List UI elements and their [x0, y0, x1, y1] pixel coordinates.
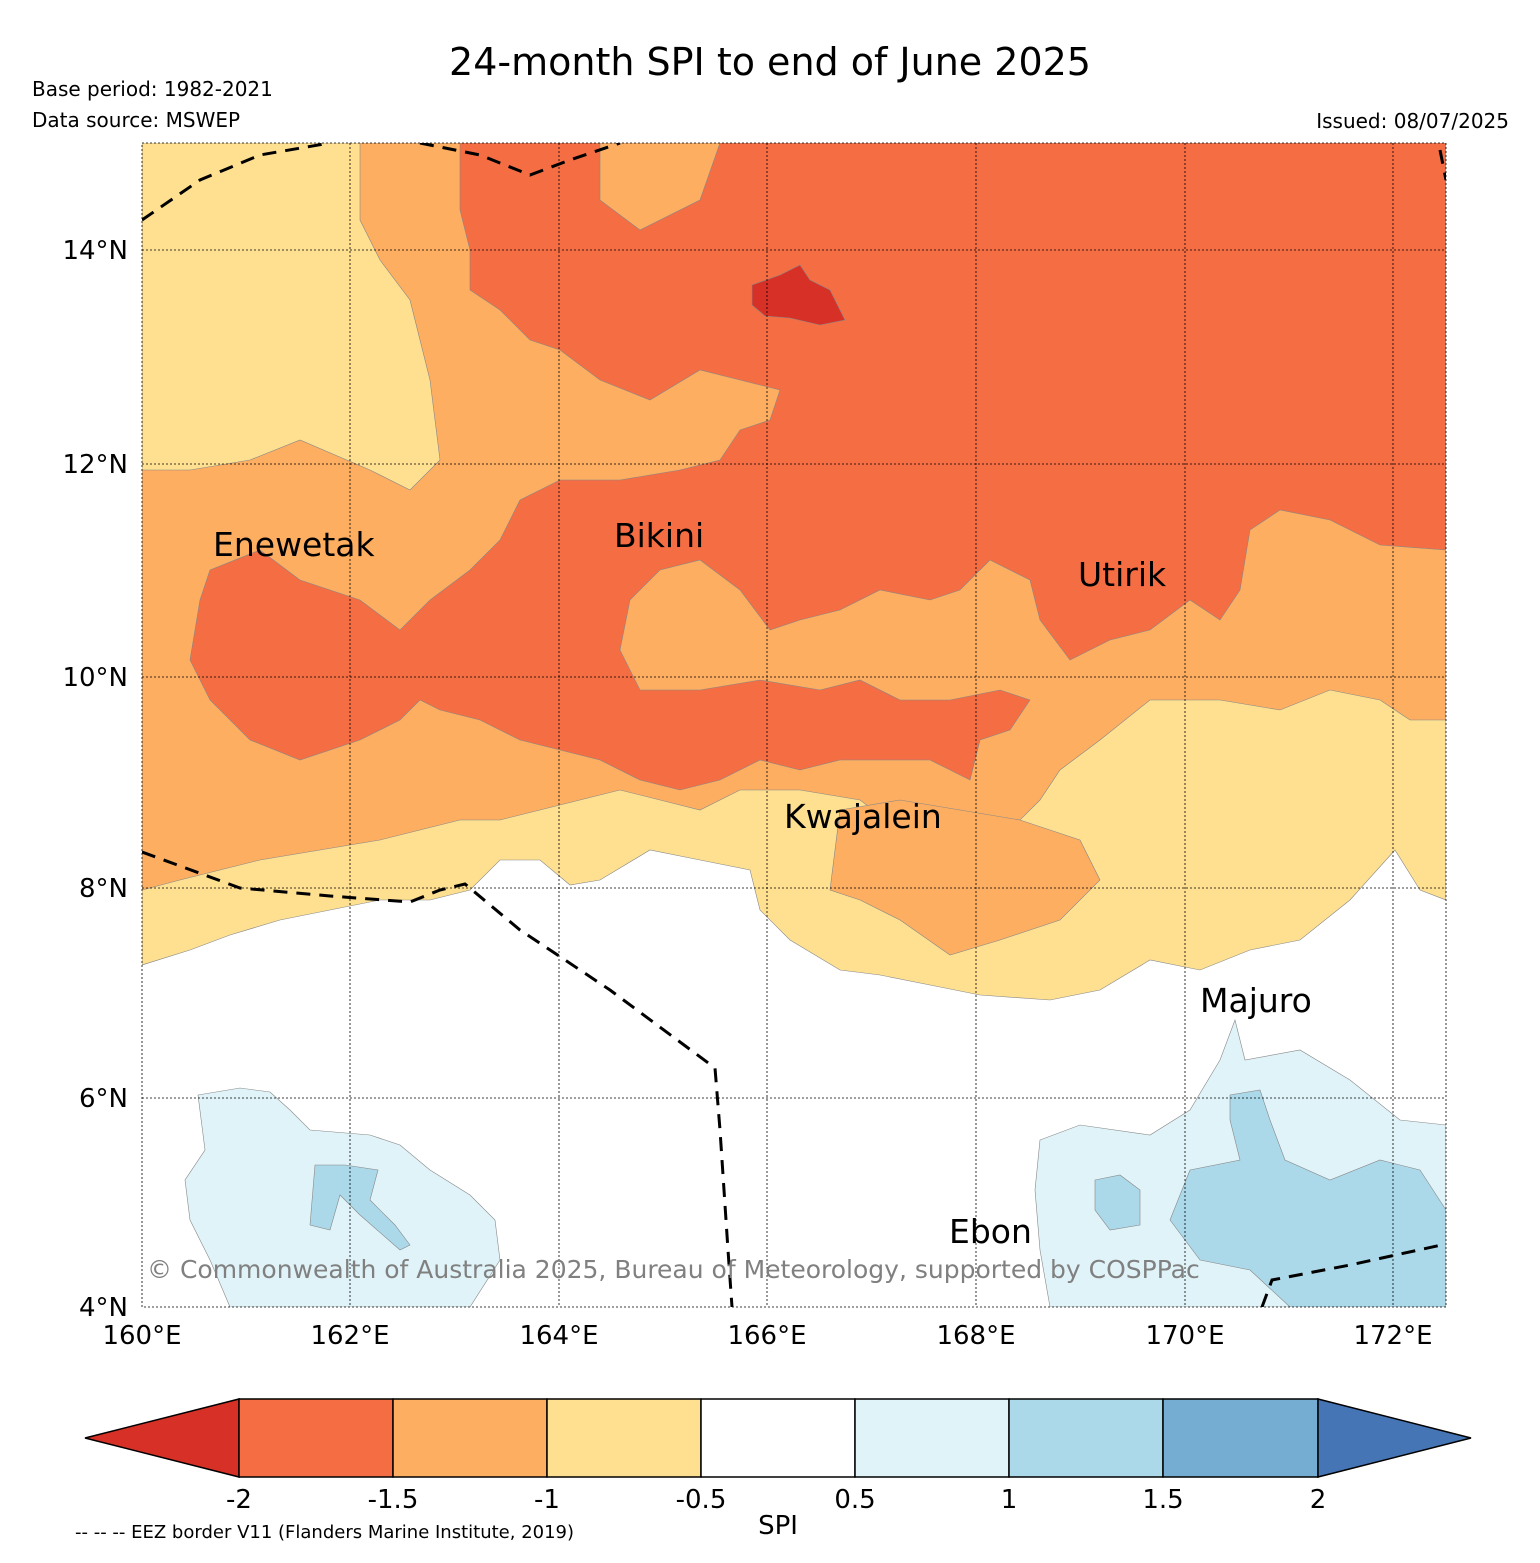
spi-region-orange	[189, 143, 1446, 791]
lat-tick-10n: 10°N	[62, 663, 128, 693]
map-title: 24-month SPI to end of June 2025	[449, 40, 1091, 84]
lat-tick-14n: 14°N	[62, 236, 128, 266]
lon-tick-172e: 172°E	[1353, 1321, 1432, 1351]
colorbar-segment-0	[84, 1398, 240, 1478]
colorbar-segment-8	[1317, 1398, 1472, 1478]
place-label-ebon: Ebon	[949, 1212, 1032, 1251]
eez-border	[142, 143, 1446, 1307]
eez-border-note: -- -- -- EEZ border V11 (Flanders Marine…	[75, 1522, 575, 1543]
gridlines	[142, 143, 1446, 1307]
map-frame	[141, 142, 1447, 1308]
colorbar-tick: -2	[226, 1485, 252, 1515]
lon-tick-166e: 166°E	[727, 1321, 806, 1351]
lon-tick-164e: 164°E	[519, 1321, 598, 1351]
data-source-label: Data source: MSWEP	[32, 108, 241, 132]
lat-tick-6n: 6°N	[79, 1084, 128, 1114]
map-plot-area	[142, 143, 1446, 1307]
spi-region-blue-east-patch	[1094, 1174, 1141, 1231]
colorbar-label: SPI	[758, 1511, 798, 1541]
colorbar-tick: 1	[1001, 1485, 1018, 1515]
colorbar-tick: 0.5	[834, 1485, 875, 1515]
colorbar-tick: -1	[534, 1485, 560, 1515]
colorbar-tick: -0.5	[676, 1485, 727, 1515]
spi-region-light-orange-south	[829, 799, 1101, 956]
lat-tick-12n: 12°N	[62, 450, 128, 480]
spi-region-blue-east	[1169, 1089, 1446, 1307]
lon-tick-162e: 162°E	[310, 1321, 389, 1351]
copyright-notice: © Commonwealth of Australia 2025, Bureau…	[147, 1255, 1200, 1284]
colorbar-segment-3	[546, 1398, 702, 1478]
spi-region-blue-west	[309, 1164, 411, 1251]
colorbar-segment-5	[854, 1398, 1010, 1478]
place-label-bikini: Bikini	[614, 516, 704, 555]
colorbar-segment-2	[392, 1398, 548, 1478]
spi-region-red	[751, 264, 846, 326]
lon-tick-168e: 168°E	[936, 1321, 1015, 1351]
lon-tick-170e: 170°E	[1145, 1321, 1224, 1351]
colorbar-segment-6	[1008, 1398, 1164, 1478]
lat-tick-4n: 4°N	[79, 1293, 128, 1323]
place-label-utirik: Utirik	[1078, 555, 1167, 594]
colorbar-tick: 2	[1310, 1485, 1327, 1515]
place-label-kwajalein: Kwajalein	[784, 797, 942, 836]
lon-tick-160e: 160°E	[102, 1321, 181, 1351]
place-label-majuro: Majuro	[1200, 981, 1312, 1020]
colorbar	[84, 1398, 1472, 1478]
colorbar-tick: 1.5	[1142, 1485, 1183, 1515]
colorbar-segment-1	[238, 1398, 394, 1478]
base-period-label: Base period: 1982-2021	[32, 77, 273, 101]
lat-tick-8n: 8°N	[79, 874, 128, 904]
colorbar-segment-4	[700, 1398, 856, 1478]
colorbar-segment-7	[1162, 1398, 1319, 1478]
issued-date-label: Issued: 08/07/2025	[1316, 109, 1509, 133]
colorbar-tick: -1.5	[368, 1485, 419, 1515]
place-label-enewetak: Enewetak	[213, 525, 376, 564]
